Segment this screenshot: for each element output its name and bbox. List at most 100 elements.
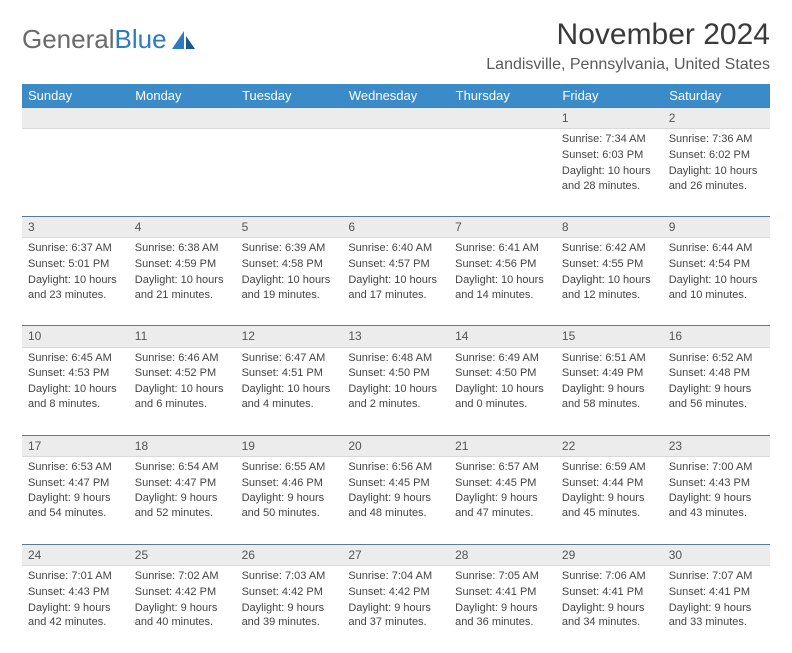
day-content-cell: Sunrise: 7:36 AMSunset: 6:02 PMDaylight:… [663, 129, 770, 217]
day-number-cell: 3 [22, 217, 129, 238]
day-content-cell: Sunrise: 6:41 AMSunset: 4:56 PMDaylight:… [449, 238, 556, 326]
day-number-cell: 20 [342, 435, 449, 456]
header: GeneralBlue November 2024 Landisville, P… [22, 18, 770, 74]
sunrise-text: Sunrise: 7:01 AM [28, 569, 123, 584]
daylight-text: Daylight: 9 hours and 58 minutes. [562, 382, 657, 412]
weekday-header: Sunday [22, 84, 129, 108]
weekday-header: Tuesday [236, 84, 343, 108]
sunrise-text: Sunrise: 6:40 AM [348, 241, 443, 256]
sunrise-text: Sunrise: 7:03 AM [242, 569, 337, 584]
sunrise-text: Sunrise: 6:42 AM [562, 241, 657, 256]
day-content-cell: Sunrise: 6:56 AMSunset: 4:45 PMDaylight:… [342, 456, 449, 544]
sunset-text: Sunset: 4:56 PM [455, 257, 550, 272]
sunrise-text: Sunrise: 6:53 AM [28, 460, 123, 475]
day-content-row: Sunrise: 7:34 AMSunset: 6:03 PMDaylight:… [22, 129, 770, 217]
day-content-cell: Sunrise: 7:01 AMSunset: 4:43 PMDaylight:… [22, 565, 129, 653]
daylight-text: Daylight: 9 hours and 39 minutes. [242, 601, 337, 631]
daylight-text: Daylight: 10 hours and 8 minutes. [28, 382, 123, 412]
sunset-text: Sunset: 4:42 PM [348, 585, 443, 600]
day-content-cell: Sunrise: 6:59 AMSunset: 4:44 PMDaylight:… [556, 456, 663, 544]
daylight-text: Daylight: 9 hours and 42 minutes. [28, 601, 123, 631]
sunset-text: Sunset: 4:42 PM [242, 585, 337, 600]
day-content-cell [22, 129, 129, 217]
sunrise-text: Sunrise: 7:06 AM [562, 569, 657, 584]
day-number-cell: 28 [449, 544, 556, 565]
day-content-cell: Sunrise: 6:45 AMSunset: 4:53 PMDaylight:… [22, 347, 129, 435]
sunset-text: Sunset: 4:47 PM [28, 476, 123, 491]
day-number-cell [129, 108, 236, 129]
day-number-cell: 21 [449, 435, 556, 456]
day-content-row: Sunrise: 7:01 AMSunset: 4:43 PMDaylight:… [22, 565, 770, 653]
sunset-text: Sunset: 4:50 PM [455, 366, 550, 381]
sunrise-text: Sunrise: 6:45 AM [28, 351, 123, 366]
day-content-cell: Sunrise: 6:54 AMSunset: 4:47 PMDaylight:… [129, 456, 236, 544]
day-number-row: 24252627282930 [22, 544, 770, 565]
sunset-text: Sunset: 4:48 PM [669, 366, 764, 381]
day-content-cell: Sunrise: 7:02 AMSunset: 4:42 PMDaylight:… [129, 565, 236, 653]
sunset-text: Sunset: 4:41 PM [669, 585, 764, 600]
day-content-cell [342, 129, 449, 217]
logo-sail-icon [171, 29, 197, 51]
sunset-text: Sunset: 4:57 PM [348, 257, 443, 272]
sunset-text: Sunset: 4:41 PM [562, 585, 657, 600]
sunrise-text: Sunrise: 6:41 AM [455, 241, 550, 256]
day-number-cell [342, 108, 449, 129]
daylight-text: Daylight: 9 hours and 45 minutes. [562, 491, 657, 521]
sunrise-text: Sunrise: 7:02 AM [135, 569, 230, 584]
sunset-text: Sunset: 4:50 PM [348, 366, 443, 381]
location: Landisville, Pennsylvania, United States [486, 56, 770, 74]
day-number-row: 10111213141516 [22, 326, 770, 347]
sunset-text: Sunset: 4:46 PM [242, 476, 337, 491]
sunrise-text: Sunrise: 6:49 AM [455, 351, 550, 366]
daylight-text: Daylight: 10 hours and 14 minutes. [455, 273, 550, 303]
day-content-cell [236, 129, 343, 217]
daylight-text: Daylight: 9 hours and 37 minutes. [348, 601, 443, 631]
day-number-cell: 12 [236, 326, 343, 347]
day-content-cell: Sunrise: 7:00 AMSunset: 4:43 PMDaylight:… [663, 456, 770, 544]
sunset-text: Sunset: 4:58 PM [242, 257, 337, 272]
sunrise-text: Sunrise: 7:04 AM [348, 569, 443, 584]
day-content-cell: Sunrise: 6:48 AMSunset: 4:50 PMDaylight:… [342, 347, 449, 435]
daylight-text: Daylight: 9 hours and 56 minutes. [669, 382, 764, 412]
daylight-text: Daylight: 9 hours and 47 minutes. [455, 491, 550, 521]
sunset-text: Sunset: 4:44 PM [562, 476, 657, 491]
logo-text-2: Blue [115, 24, 167, 55]
daylight-text: Daylight: 10 hours and 23 minutes. [28, 273, 123, 303]
sunset-text: Sunset: 4:59 PM [135, 257, 230, 272]
day-number-cell: 5 [236, 217, 343, 238]
day-content-cell: Sunrise: 7:05 AMSunset: 4:41 PMDaylight:… [449, 565, 556, 653]
day-number-cell: 30 [663, 544, 770, 565]
day-content-cell: Sunrise: 6:40 AMSunset: 4:57 PMDaylight:… [342, 238, 449, 326]
sunrise-text: Sunrise: 6:46 AM [135, 351, 230, 366]
sunrise-text: Sunrise: 6:51 AM [562, 351, 657, 366]
sunset-text: Sunset: 4:53 PM [28, 366, 123, 381]
day-number-cell: 19 [236, 435, 343, 456]
daylight-text: Daylight: 9 hours and 33 minutes. [669, 601, 764, 631]
sunset-text: Sunset: 4:54 PM [669, 257, 764, 272]
sunrise-text: Sunrise: 6:59 AM [562, 460, 657, 475]
logo-text-1: General [22, 24, 115, 55]
weekday-header: Friday [556, 84, 663, 108]
calendar-table: SundayMondayTuesdayWednesdayThursdayFrid… [22, 84, 770, 653]
sunset-text: Sunset: 6:02 PM [669, 148, 764, 163]
daylight-text: Daylight: 10 hours and 26 minutes. [669, 164, 764, 194]
sunset-text: Sunset: 4:42 PM [135, 585, 230, 600]
day-content-cell: Sunrise: 6:44 AMSunset: 4:54 PMDaylight:… [663, 238, 770, 326]
day-content-cell: Sunrise: 7:03 AMSunset: 4:42 PMDaylight:… [236, 565, 343, 653]
daylight-text: Daylight: 9 hours and 54 minutes. [28, 491, 123, 521]
sunset-text: Sunset: 4:47 PM [135, 476, 230, 491]
daylight-text: Daylight: 9 hours and 36 minutes. [455, 601, 550, 631]
day-number-cell: 10 [22, 326, 129, 347]
sunset-text: Sunset: 4:41 PM [455, 585, 550, 600]
day-number-cell: 14 [449, 326, 556, 347]
day-content-cell: Sunrise: 6:52 AMSunset: 4:48 PMDaylight:… [663, 347, 770, 435]
daylight-text: Daylight: 10 hours and 19 minutes. [242, 273, 337, 303]
day-content-cell: Sunrise: 6:46 AMSunset: 4:52 PMDaylight:… [129, 347, 236, 435]
day-number-cell: 23 [663, 435, 770, 456]
daylight-text: Daylight: 10 hours and 4 minutes. [242, 382, 337, 412]
daylight-text: Daylight: 9 hours and 52 minutes. [135, 491, 230, 521]
day-content-cell: Sunrise: 6:49 AMSunset: 4:50 PMDaylight:… [449, 347, 556, 435]
sunrise-text: Sunrise: 6:52 AM [669, 351, 764, 366]
day-number-cell: 13 [342, 326, 449, 347]
daylight-text: Daylight: 10 hours and 17 minutes. [348, 273, 443, 303]
